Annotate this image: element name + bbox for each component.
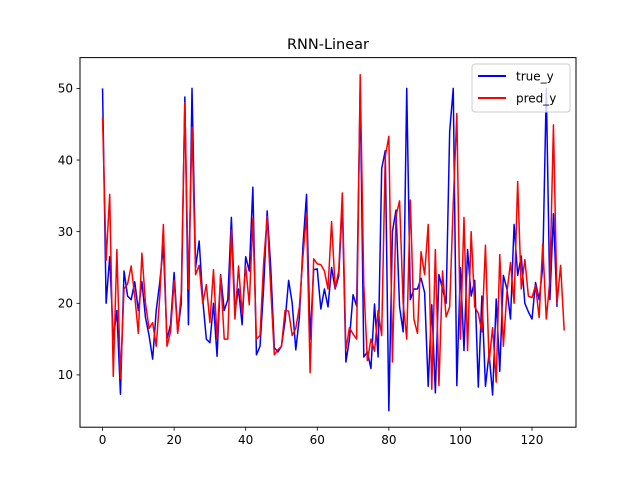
legend-label-true-y: true_y (516, 70, 554, 84)
x-tick-label: 100 (449, 433, 472, 447)
series-line-pred-y (101, 74, 565, 390)
y-tick-label: 20 (58, 297, 73, 311)
x-tick-label: 0 (99, 433, 107, 447)
y-tick-label: 40 (58, 153, 73, 167)
x-tick-label: 80 (381, 433, 396, 447)
legend-label-pred-y: pred_y (516, 92, 556, 106)
y-tick-label: 30 (58, 225, 73, 239)
x-tick-label: 40 (238, 433, 253, 447)
y-tick-label: 10 (58, 368, 73, 382)
x-axis: 0 20 40 60 80 100 120 (99, 427, 544, 447)
x-tick-label: 60 (310, 433, 325, 447)
x-tick-label: 20 (166, 433, 181, 447)
chart-title: RNN-Linear (287, 37, 369, 53)
axes-frame (79, 57, 577, 428)
series-lines (101, 74, 565, 412)
x-tick-label: 120 (521, 433, 544, 447)
legend: true_y pred_y (471, 63, 571, 113)
y-axis: 10 20 30 40 50 (58, 82, 80, 382)
y-tick-label: 50 (58, 82, 73, 96)
